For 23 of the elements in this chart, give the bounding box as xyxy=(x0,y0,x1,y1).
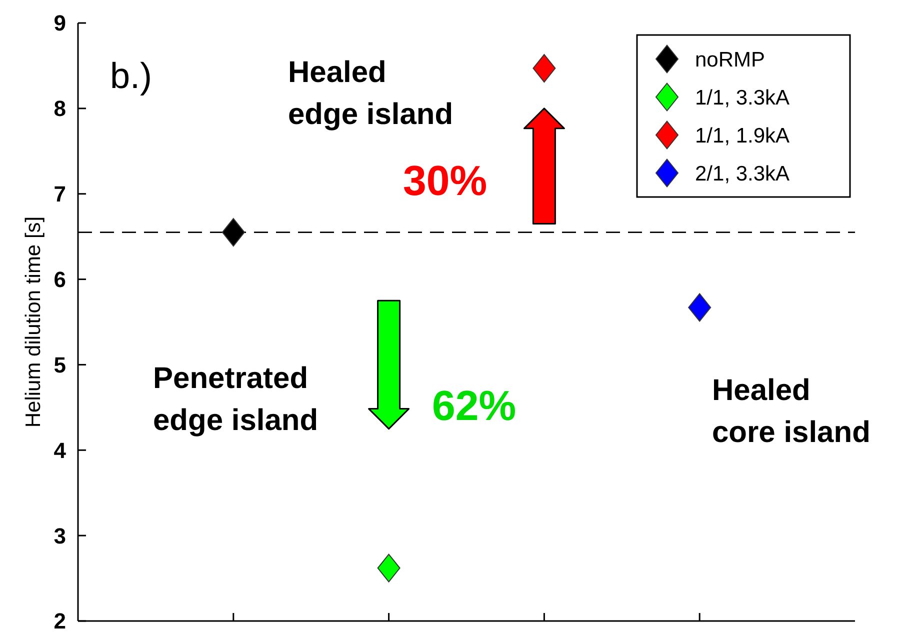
legend-label: 1/1, 1.9kA xyxy=(695,124,790,148)
annotation: 30% xyxy=(403,157,488,204)
y-tick-label: 4 xyxy=(54,438,67,463)
y-tick-label: 2 xyxy=(54,608,66,634)
legend-label: noRMP xyxy=(695,48,766,72)
y-axis-title: Helium dilution time [s] xyxy=(22,216,45,428)
y-tick-label: 5 xyxy=(54,352,66,378)
y-tick-label: 7 xyxy=(54,182,66,207)
y-tick-label: 6 xyxy=(54,266,66,292)
point xyxy=(222,218,245,247)
annotation: 62% xyxy=(432,382,516,429)
annotation: Healed core island xyxy=(712,374,870,449)
point xyxy=(377,554,400,582)
y-tick-label: 3 xyxy=(54,523,66,548)
annotation: Healed edge island xyxy=(288,56,454,131)
point xyxy=(688,293,712,322)
legend-label: 1/1, 3.3kA xyxy=(695,86,790,110)
legend-label: 2/1, 3.3kA xyxy=(695,162,790,186)
y-tick-label: 9 xyxy=(54,10,66,36)
annotation: b.) xyxy=(110,55,152,96)
y-tick-label: 8 xyxy=(54,96,66,122)
annotation: Penetrated edge island xyxy=(153,362,318,437)
point xyxy=(532,54,556,83)
